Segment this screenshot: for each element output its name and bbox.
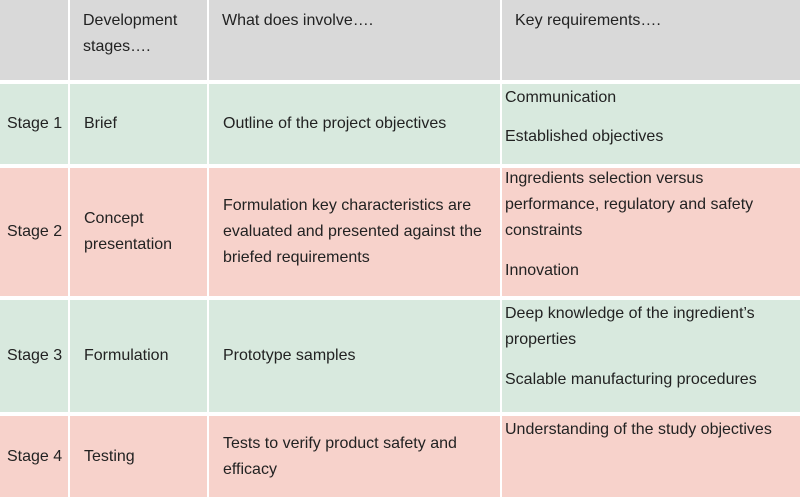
stage-involves: Formulation key characteristics are eval… <box>209 168 502 296</box>
table-row: Stage 2 Concept presentation Formulation… <box>0 168 800 296</box>
table-header-row: Development stages…. What does involve….… <box>0 0 800 80</box>
stage-requirements: Understanding of the study objectives <box>502 416 800 497</box>
requirement-item: Established objectives <box>505 128 664 145</box>
requirement-item: Scalable manufacturing procedures <box>505 371 757 388</box>
stage-requirements: Deep knowledge of the ingredient’s prope… <box>502 300 800 412</box>
table-row: Stage 4 Testing Tests to verify product … <box>0 416 800 497</box>
stage-label: Stage 1 <box>0 84 70 164</box>
stage-label: Stage 2 <box>0 168 70 296</box>
stage-label: Stage 4 <box>0 416 70 497</box>
stage-involves: Tests to verify product safety and effic… <box>209 416 502 497</box>
requirement-item: Innovation <box>505 262 579 279</box>
stage-involves: Outline of the project objectives <box>209 84 502 164</box>
stage-requirements: Communication Established objectives <box>502 84 800 164</box>
stage-name: Brief <box>70 84 209 164</box>
table-row: Stage 3 Formulation Prototype samples De… <box>0 300 800 412</box>
requirement-item: Deep knowledge of the ingredient’s prope… <box>505 305 755 348</box>
stage-name: Testing <box>70 416 209 497</box>
stage-name: Concept presentation <box>70 168 209 296</box>
header-development-stages: Development stages…. <box>70 0 209 80</box>
table-row: Stage 1 Brief Outline of the project obj… <box>0 84 800 164</box>
header-stage-cell <box>0 0 70 80</box>
stage-label: Stage 3 <box>0 300 70 412</box>
stage-requirements: Ingredients selection versus performance… <box>502 168 800 296</box>
header-what-does-involve: What does involve…. <box>209 0 502 80</box>
requirement-item: Ingredients selection versus performance… <box>505 170 754 239</box>
requirement-item: Understanding of the study objectives <box>505 421 772 438</box>
stage-involves: Prototype samples <box>209 300 502 412</box>
stage-name: Formulation <box>70 300 209 412</box>
requirement-item: Communication <box>505 89 617 106</box>
header-key-requirements: Key requirements…. <box>515 12 661 29</box>
